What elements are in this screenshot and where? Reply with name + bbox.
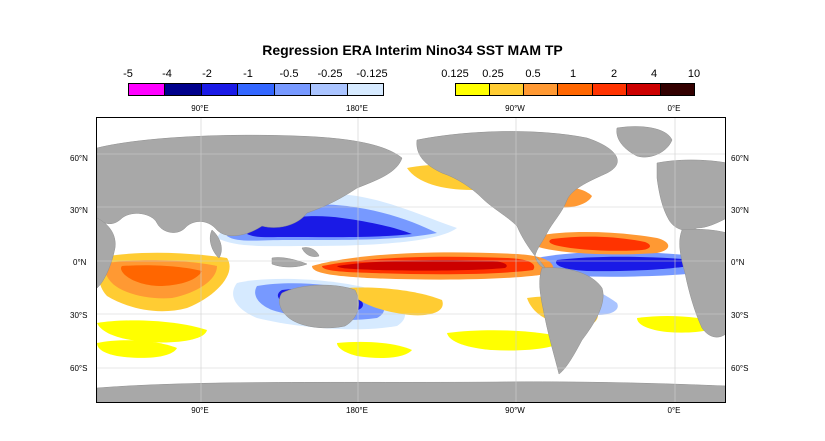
colorbar-swatch [625,84,660,95]
graticule [97,118,725,402]
colorbar-tick-label: 2 [610,68,618,80]
colorbar-swatch [200,84,238,95]
lon-label-top: 90°W [505,104,525,113]
lat-label-left: 0°N [73,258,87,267]
colorbar-swatch [273,84,311,95]
colorbar-tick-label: 0.125 [441,68,469,80]
lat-label-right: 0°N [731,258,745,267]
colorbar-swatch [237,84,274,95]
colorbar-negative [128,83,384,96]
colorbar-tick-label: 10 [687,68,701,80]
lat-label-right: 60°S [731,364,749,373]
lat-label-left: 30°S [70,311,88,320]
colorbar-swatch [659,84,694,95]
lon-label-top: 90°E [191,104,209,113]
lon-label-top: 0°E [667,104,681,113]
chart-title: Regression ERA Interim Nino34 SST MAM TP [262,42,563,58]
lat-label-left: 30°N [70,206,88,215]
lon-label-top: 180°E [346,104,368,113]
colorbar-tick-label: -0.25 [317,68,343,80]
colorbar-swatch [489,84,524,95]
lat-label-right: 30°N [731,206,749,215]
map-panel [96,117,726,403]
colorbar-swatch [456,84,490,95]
lon-label-bottom: 0°E [667,406,681,415]
lat-label-right: 30°S [731,311,749,320]
colorbar-swatch [523,84,558,95]
lon-label-bottom: 90°W [505,406,525,415]
colorbar-swatch [557,84,592,95]
regression-map [97,118,725,402]
colorbar-tick-label: -4 [162,68,172,80]
colorbar-tick-label: 4 [650,68,658,80]
colorbar-positive [455,83,695,96]
lat-label-left: 60°N [70,154,88,163]
colorbar-tick-label: -1 [243,68,253,80]
land-masses [97,126,725,402]
colorbar-tick-label: -0.125 [356,68,388,80]
colorbar-swatch [129,84,165,95]
colorbar-tick-label: -5 [123,68,133,80]
colorbar-tick-label: -2 [202,68,212,80]
colorbar-swatch [346,84,383,95]
colorbar-tick-label: 1 [569,68,577,80]
colorbar-swatch [164,84,201,95]
colorbar-swatch [591,84,626,95]
lon-label-bottom: 180°E [346,406,368,415]
colorbar-tick-label: 0.25 [482,68,504,80]
colorbar-tick-label: -0.5 [279,68,299,80]
colorbar-swatch [310,84,347,95]
colorbar-tick-label: 0.5 [525,68,541,80]
lat-label-right: 60°N [731,154,749,163]
lat-label-left: 60°S [70,364,88,373]
lon-label-bottom: 90°E [191,406,209,415]
